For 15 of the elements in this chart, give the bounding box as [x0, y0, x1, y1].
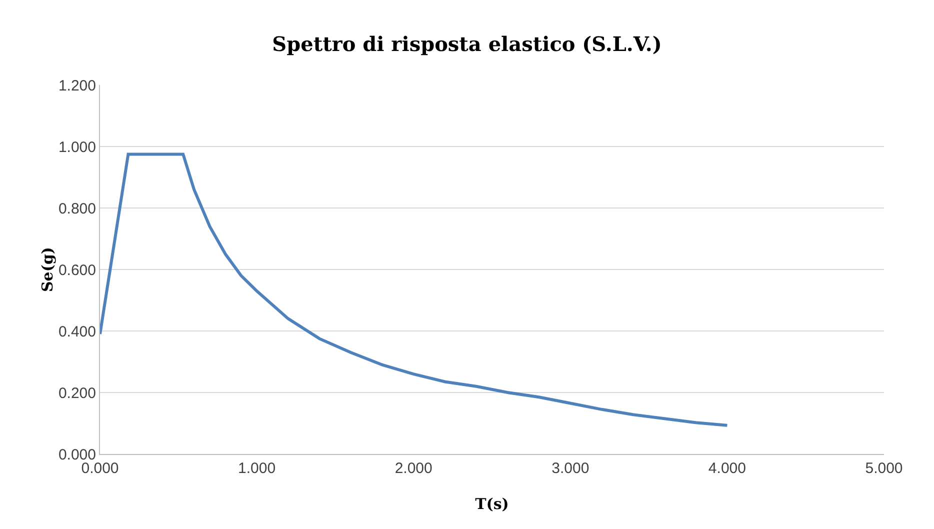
chart-title: Spettro di risposta elastico (S.L.V.)	[272, 32, 662, 56]
y-tick-label: 1.000	[58, 138, 96, 156]
y-axis-title: Se(g)	[38, 246, 56, 292]
x-tick-label: 4.000	[708, 460, 746, 477]
y-tick-label: 0.400	[58, 323, 96, 340]
y-tick-label: 0.800	[58, 200, 96, 218]
x-tick-label: 5.000	[865, 460, 903, 477]
line-series	[100, 152, 729, 427]
x-tick-label: 3.000	[552, 460, 590, 477]
x-tick-label: 1.000	[238, 460, 276, 477]
y-tick-label: 0.600	[58, 262, 96, 279]
y-tick-label: 1.200	[58, 77, 96, 94]
x-axis-title: T(s)	[475, 495, 509, 513]
x-tick-label: 2.000	[394, 460, 432, 477]
y-tick-label: 0.200	[58, 384, 96, 402]
